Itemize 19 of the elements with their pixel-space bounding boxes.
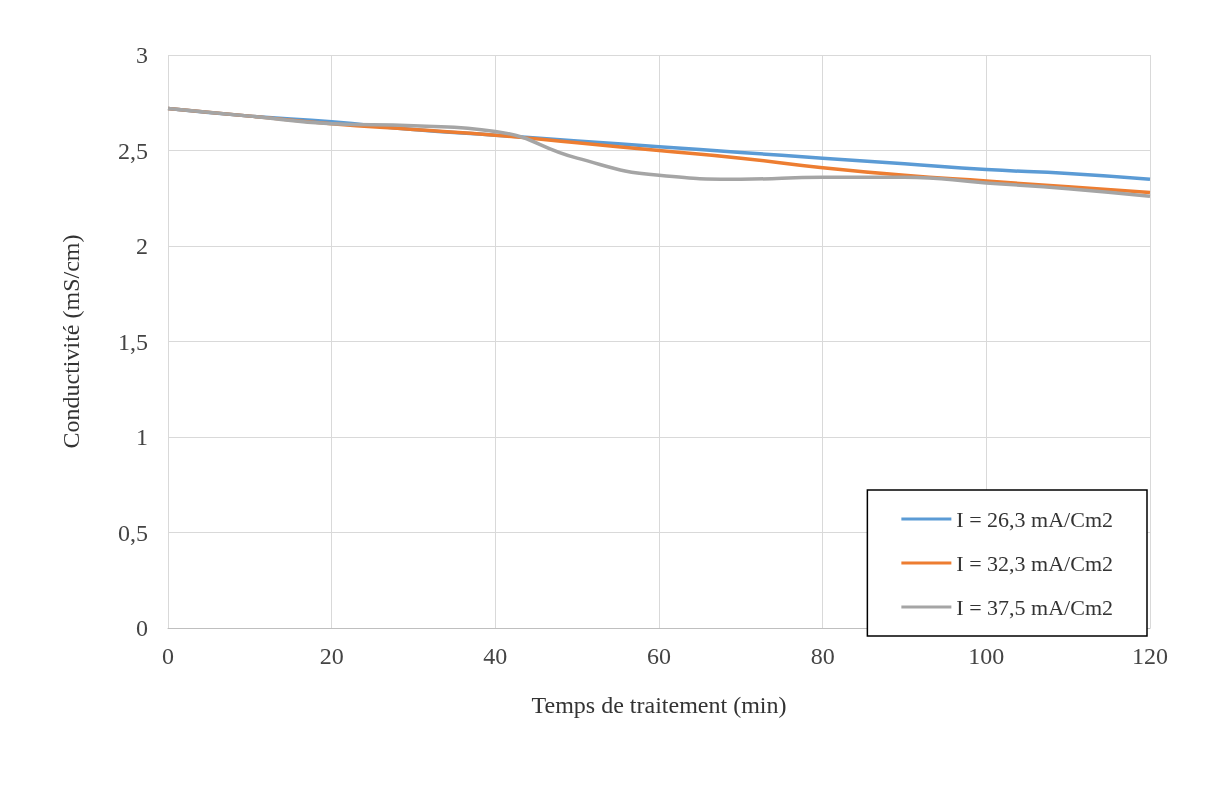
y-tick-label: 0,5 [118, 519, 148, 546]
y-axis-title: Conductivité (mS/cm) [58, 234, 84, 449]
x-tick-label: 60 [647, 643, 671, 669]
x-tick-label: 20 [319, 643, 344, 669]
x-tick-label: 120 [1132, 643, 1168, 669]
y-tick-label: 2 [136, 233, 148, 259]
x-tick-label: 0 [162, 643, 174, 669]
legend-label: I = 26,3 mA/Cm2 [956, 506, 1114, 532]
x-axis-title: Temps de traitement (min) [531, 692, 787, 718]
x-tick-label: 40 [483, 643, 508, 669]
y-tick-label: 0 [136, 615, 148, 641]
y-tick-label: 1,5 [118, 328, 148, 355]
y-tick-label: 3 [136, 42, 148, 68]
legend-label: I = 32,3 mA/Cm2 [956, 550, 1114, 576]
legend-label: I = 37,5 mA/Cm2 [956, 594, 1114, 620]
y-tick-label: 2,5 [118, 137, 148, 164]
x-tick-label: 80 [810, 643, 835, 669]
x-tick-label: 100 [968, 643, 1005, 669]
y-tick-label: 1 [136, 424, 148, 450]
